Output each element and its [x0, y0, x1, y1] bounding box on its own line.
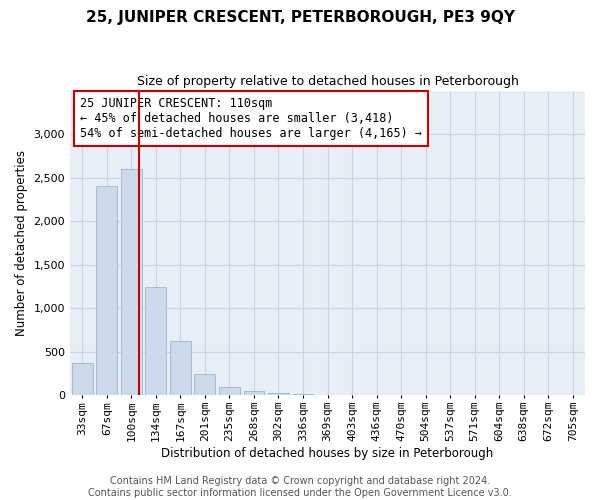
Title: Size of property relative to detached houses in Peterborough: Size of property relative to detached ho…: [137, 75, 518, 88]
Bar: [121, 169, 142, 396]
Bar: [97, 186, 117, 396]
Text: 25, JUNIPER CRESCENT, PETERBOROUGH, PE3 9QY: 25, JUNIPER CRESCENT, PETERBOROUGH, PE3 …: [86, 10, 515, 25]
Bar: [194, 374, 215, 396]
Bar: [268, 393, 289, 396]
Bar: [317, 394, 338, 396]
Bar: [170, 340, 191, 396]
Bar: [244, 390, 265, 396]
Text: 25 JUNIPER CRESCENT: 110sqm
← 45% of detached houses are smaller (3,418)
54% of : 25 JUNIPER CRESCENT: 110sqm ← 45% of det…: [80, 96, 422, 140]
Bar: [145, 288, 166, 396]
Bar: [72, 363, 93, 396]
Y-axis label: Number of detached properties: Number of detached properties: [15, 150, 28, 336]
Bar: [219, 386, 240, 396]
X-axis label: Distribution of detached houses by size in Peterborough: Distribution of detached houses by size …: [161, 447, 494, 460]
Bar: [293, 394, 313, 396]
Text: Contains HM Land Registry data © Crown copyright and database right 2024.
Contai: Contains HM Land Registry data © Crown c…: [88, 476, 512, 498]
